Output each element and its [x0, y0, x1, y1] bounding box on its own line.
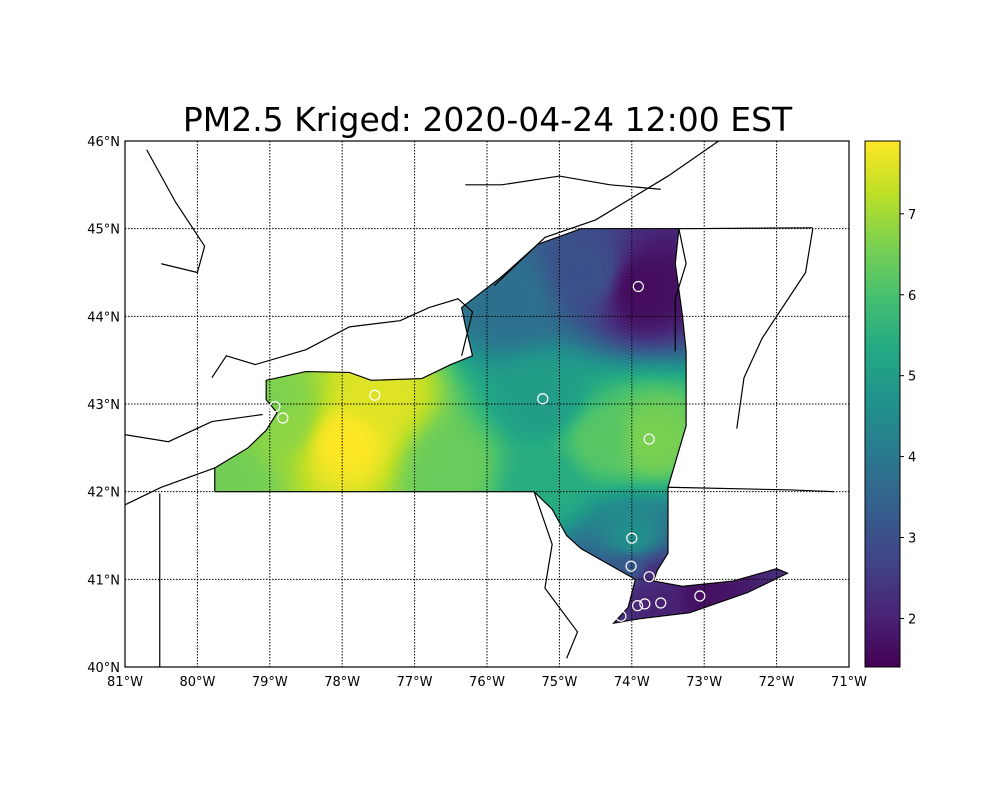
monitor-station-marker	[632, 280, 644, 293]
x-tick-label: 78°W	[324, 675, 360, 690]
monitor-station-marker	[694, 590, 706, 602]
monitor-station-marker	[269, 401, 281, 413]
monitor-station-marker	[643, 571, 655, 583]
pa-nj-border	[533, 491, 579, 659]
y-tick-label: 42°N	[87, 486, 120, 501]
x-tick-label: 77°W	[397, 675, 433, 690]
colorbar-tick-label: 7	[908, 208, 916, 223]
colorbar	[864, 140, 901, 668]
monitor-station-marker	[369, 389, 381, 401]
monitor-station-marker	[537, 393, 549, 405]
monitor-station-marker	[625, 560, 637, 572]
monitor-station-marker	[631, 600, 644, 612]
vermont-nh-border	[736, 228, 814, 429]
lake-erie-north-shore	[124, 413, 263, 443]
monitor-station-marker	[639, 598, 651, 610]
x-tick-label: 71°W	[831, 675, 867, 690]
lake-ontario-shore	[211, 298, 474, 379]
st-lawrence-north	[493, 140, 720, 287]
y-tick-label: 45°N	[87, 223, 120, 238]
ottawa-river	[465, 175, 661, 190]
x-tick-label: 76°W	[469, 675, 505, 690]
x-tick-label: 79°W	[252, 675, 288, 690]
ny-state-outline	[214, 228, 789, 625]
monitor-station-marker	[655, 597, 667, 609]
ma-ct-border	[667, 486, 835, 493]
lake-champlain	[674, 228, 687, 352]
monitor-station-marker	[615, 610, 627, 622]
y-tick-label: 41°N	[87, 573, 120, 588]
colorbar-tick-label: 6	[908, 289, 916, 304]
map-frame	[124, 140, 850, 668]
colorbar-tick-label: 5	[908, 370, 916, 385]
x-tick-label: 74°W	[614, 675, 650, 690]
lake-erie-shore	[124, 467, 215, 506]
monitor-station-marker	[643, 433, 655, 445]
colorbar-tick-label: 2	[908, 612, 916, 627]
colorbar-tick-label: 3	[908, 532, 916, 547]
x-tick-label: 72°W	[759, 675, 795, 690]
chart-title: PM2.5 Kriged: 2020-04-24 12:00 EST	[182, 100, 793, 139]
georgian-bay	[146, 149, 206, 274]
y-tick-label: 43°N	[87, 398, 120, 413]
y-tick-label: 40°N	[87, 661, 120, 676]
x-tick-label: 73°W	[686, 675, 722, 690]
monitor-station-marker	[277, 412, 289, 424]
colorbar-tick-label: 4	[908, 451, 916, 466]
y-tick-label: 46°N	[87, 135, 120, 150]
monitor-station-marker	[626, 532, 638, 544]
x-tick-label: 80°W	[179, 675, 215, 690]
y-tick-label: 44°N	[87, 310, 120, 325]
x-tick-label: 75°W	[541, 675, 577, 690]
x-tick-label: 81°W	[107, 675, 143, 690]
